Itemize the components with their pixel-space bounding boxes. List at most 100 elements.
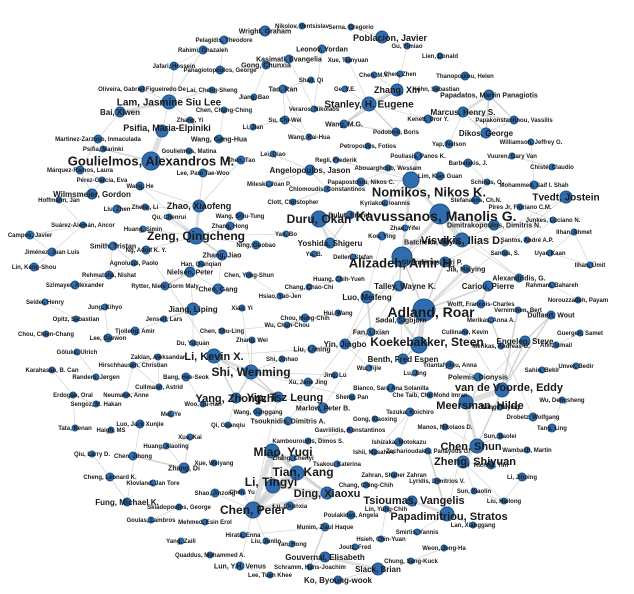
node-label: Santos, André A.P. xyxy=(501,238,554,244)
graph-node xyxy=(248,336,256,344)
graph-node xyxy=(239,531,247,539)
graph-edge xyxy=(213,348,313,357)
graph-edge xyxy=(145,249,215,357)
graph-edge xyxy=(253,64,267,98)
graph-node xyxy=(529,180,539,190)
graph-node xyxy=(346,426,354,434)
graph-node xyxy=(149,479,157,487)
graph-edge xyxy=(555,332,581,346)
node-label: Zhang, Yi xyxy=(177,118,204,124)
graph-node xyxy=(458,394,474,410)
node-label: Polemis, Dionysis xyxy=(448,374,508,381)
graph-node xyxy=(285,501,295,511)
graph-edge xyxy=(449,364,479,378)
graph-node xyxy=(488,219,500,231)
graph-edge xyxy=(72,394,97,405)
graph-node xyxy=(528,412,538,422)
graph-node xyxy=(461,264,471,274)
node-label: Huang, Simin xyxy=(124,227,163,233)
node-label: Tezuka, Koichiro xyxy=(386,410,434,416)
node-label: Chen, Yung-Shun xyxy=(224,273,274,279)
graph-node xyxy=(586,261,594,269)
nodes-layer xyxy=(25,22,594,585)
graph-node xyxy=(351,543,359,551)
graph-node xyxy=(161,94,177,110)
node-label: Cullinane, Kevin xyxy=(442,330,489,336)
graph-edge xyxy=(195,233,287,237)
graph-node xyxy=(436,52,444,60)
graph-edge xyxy=(268,169,311,185)
graph-node xyxy=(86,188,98,200)
node-label: Cullmann, Astrid xyxy=(135,385,183,391)
graph-node xyxy=(288,540,296,548)
graph-edge xyxy=(217,254,223,290)
node-label: Szimayer, Alexander xyxy=(46,283,105,289)
node-label: Yap, Nelson xyxy=(432,142,466,148)
graph-edge xyxy=(304,312,339,319)
node-label: Lin, Yung-Chih xyxy=(365,507,408,513)
graph-edge xyxy=(125,364,134,396)
node-label: Jing, Lu xyxy=(324,373,347,379)
node-label: Skiadopoulos, George xyxy=(147,505,211,511)
graph-node xyxy=(238,304,246,312)
graph-node xyxy=(519,335,531,347)
graph-node xyxy=(265,180,273,188)
graph-node xyxy=(429,203,451,225)
graph-edge xyxy=(44,301,77,320)
graph-node xyxy=(181,372,191,382)
graph-node xyxy=(397,353,409,365)
graph-edge xyxy=(282,88,310,138)
node-label: Cariou, Pierre xyxy=(462,282,515,291)
graph-node xyxy=(212,283,224,295)
graph-edge xyxy=(195,235,257,246)
node-label: Papadimitriou, Stratos xyxy=(390,511,507,523)
node-label: Lai, Cheng-Sheng xyxy=(187,88,238,94)
graph-node xyxy=(406,495,418,507)
graph-node xyxy=(335,275,343,283)
graph-node xyxy=(548,281,556,289)
graph-edge xyxy=(108,245,114,276)
node-label: Huang, Chih-Yueh xyxy=(313,277,365,283)
graph-node xyxy=(220,106,228,114)
graph-node xyxy=(461,328,469,336)
graph-node xyxy=(107,426,115,434)
graph-node xyxy=(264,443,280,459)
graph-edge xyxy=(288,58,315,110)
graph-node xyxy=(538,366,546,374)
node-label: Zhang, Di xyxy=(168,465,200,472)
graph-node xyxy=(390,83,404,97)
node-label: Haigh, MS xyxy=(96,428,125,434)
node-label: Zacharioudakis, Panayotis G. xyxy=(386,449,470,455)
graph-node xyxy=(276,292,284,300)
node-label: Pires Jr, Floriano C.M. xyxy=(488,205,551,211)
node-label: Cheng, Leonard K. xyxy=(83,475,137,481)
node-label: van de Voorde, Eddy xyxy=(455,382,564,394)
node-label: Psifia, Marinki xyxy=(83,147,124,153)
graph-edge xyxy=(139,185,200,207)
graph-node xyxy=(141,245,151,255)
node-label: Santos, S. xyxy=(490,251,519,257)
graph-node xyxy=(331,371,339,379)
node-label: Triantafyllou, Anna xyxy=(423,363,477,369)
node-label: Kyriakou, Ioannis xyxy=(360,201,411,207)
graph-node xyxy=(199,400,207,408)
graph-node xyxy=(375,30,389,44)
graph-node xyxy=(445,360,455,370)
node-label: Chen, Yu xyxy=(229,490,255,496)
graph-edge xyxy=(145,235,197,251)
node-label: Rahmani, Bahareh xyxy=(526,283,579,289)
graph-node xyxy=(253,407,263,417)
graph-node xyxy=(483,178,491,186)
graph-node xyxy=(366,327,376,337)
graph-edge xyxy=(279,286,310,297)
graph-edge xyxy=(517,309,552,316)
node-label: Marlow, Peter B. xyxy=(296,405,350,412)
graph-node xyxy=(280,115,290,125)
graph-edge xyxy=(272,153,311,171)
graph-node xyxy=(377,535,385,543)
node-label: Shao, Qi xyxy=(299,78,324,84)
node-label: Papapostolou, Nikos C. xyxy=(327,180,394,186)
graph-node xyxy=(346,510,356,520)
graph-node xyxy=(262,537,270,545)
graph-node xyxy=(339,119,349,129)
